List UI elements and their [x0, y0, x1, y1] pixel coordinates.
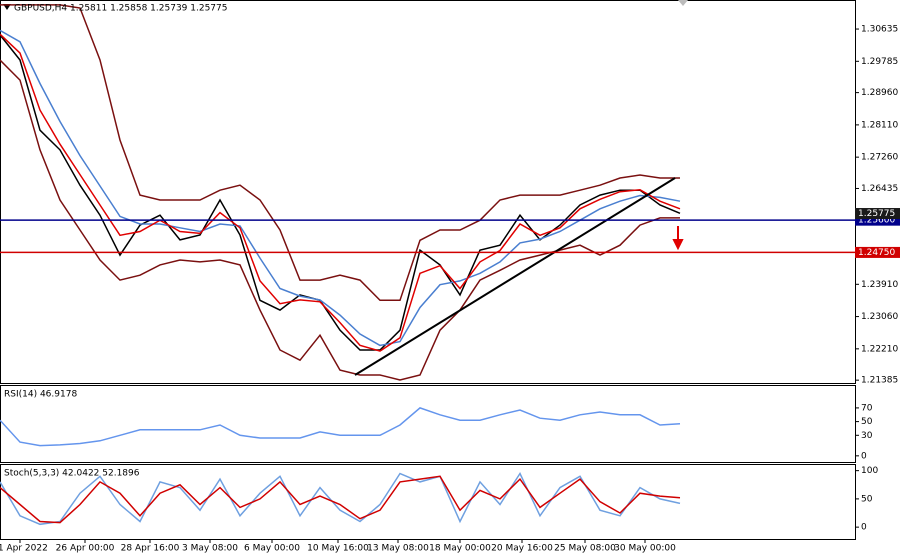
y-tick-label: 1.29785 — [861, 57, 898, 67]
level-box — [855, 246, 900, 258]
stoch-pane — [0, 464, 856, 540]
series-line — [0, 407, 681, 447]
series-line — [0, 59, 680, 381]
y-tick-label: 1.22210 — [861, 344, 898, 354]
x-tick-label: 3 May 08:00 — [182, 544, 238, 554]
x-tick-label: 26 Apr 00:00 — [56, 544, 115, 554]
pane-plot — [0, 471, 681, 526]
x-tick-label: 20 May 16:00 — [491, 544, 553, 554]
y-tick-label: 50 — [861, 417, 873, 427]
price-box — [855, 208, 900, 220]
x-tick-label: 25 May 08:00 — [554, 544, 616, 554]
y-tick-label: 1.30635 — [861, 25, 898, 35]
y-tick-label: 100 — [861, 466, 878, 476]
series-line — [0, 4, 680, 302]
trendline — [354, 177, 676, 376]
y-tick-label: 1.23910 — [861, 280, 898, 290]
x-tick-label: 10 May 16:00 — [307, 544, 369, 554]
y-tick-label: 70 — [861, 403, 873, 413]
y-tick-label: 1.21385 — [861, 376, 898, 386]
y-tick-label: 30 — [861, 431, 873, 441]
y-tick-label: 1.23060 — [861, 312, 898, 322]
pane-plot — [0, 4, 681, 381]
level-label: 1.24750 — [858, 248, 895, 258]
y-tick-label: 1.27260 — [861, 153, 898, 163]
pane-title: Stoch(5,3,3) 42.0422 52.1896 — [4, 469, 140, 479]
x-tick-label: 18 May 00:00 — [429, 544, 491, 554]
down-arrow — [672, 226, 684, 251]
series-line — [0, 33, 681, 352]
y-tick-label: 1.26435 — [861, 184, 898, 194]
price-label: 1.25775 — [858, 209, 895, 219]
x-tick-label: 30 May 00:00 — [614, 544, 676, 554]
x-tick-label: 28 Apr 16:00 — [121, 544, 180, 554]
y-tick-label: 50 — [861, 494, 873, 504]
pane-plot — [0, 407, 681, 447]
pane-title: RSI(14) 46.9178 — [4, 390, 77, 400]
level-label: 1.25600 — [858, 216, 895, 226]
y-tick-label: 1.28110 — [861, 120, 898, 130]
level-box — [855, 214, 900, 226]
main-pane — [0, 0, 856, 384]
y-tick-label: 1.28960 — [861, 88, 898, 98]
series-line — [0, 34, 681, 351]
x-tick-label: 13 May 08:00 — [367, 544, 429, 554]
series-line — [0, 29, 681, 347]
y-tick-label: 0 — [861, 451, 867, 461]
y-tick-label: 0 — [861, 523, 867, 533]
x-tick-label: 6 May 00:00 — [244, 544, 300, 554]
rsi-pane — [0, 385, 856, 463]
series-line — [0, 471, 681, 526]
pane-title: GBPUSD,H4 1.25811 1.25858 1.25739 1.2577… — [14, 4, 227, 14]
series-line — [0, 475, 681, 524]
x-tick-label: 21 Apr 2022 — [0, 544, 48, 554]
scroll-icon[interactable] — [678, 0, 688, 6]
